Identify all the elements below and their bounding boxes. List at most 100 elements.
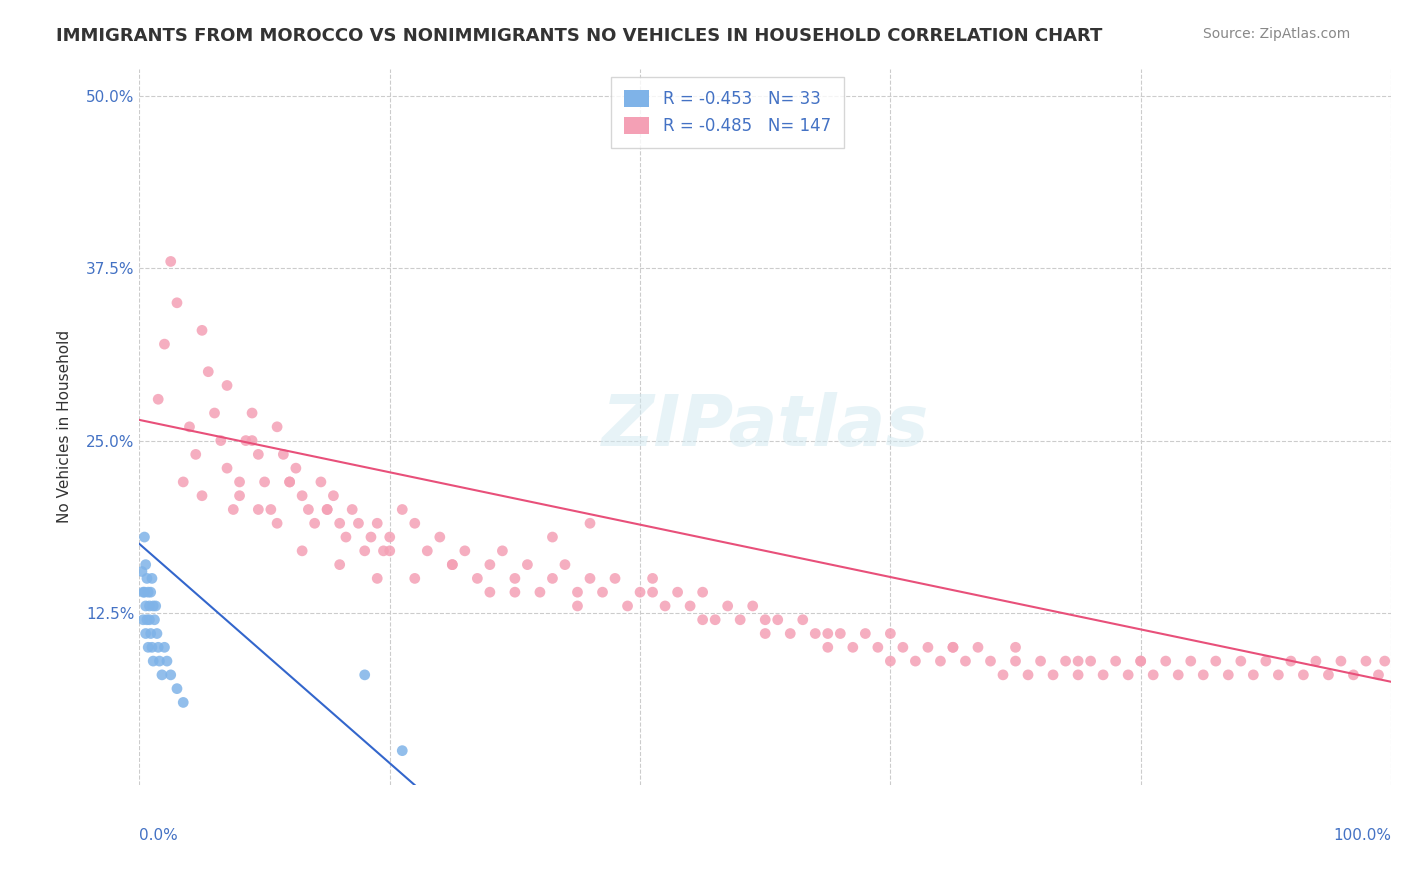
Point (132, 613, 155, 627)
Point (273, 447, 295, 461)
Point (184, 447, 207, 461)
Point (1004, 640, 1026, 655)
Point (491, 544, 513, 558)
Point (416, 544, 439, 558)
Point (567, 585, 589, 599)
Point (1042, 668, 1064, 682)
Point (138, 613, 160, 627)
Point (817, 626, 839, 640)
Point (567, 599, 589, 613)
Point (1167, 668, 1189, 682)
Point (135, 626, 157, 640)
Point (228, 489, 250, 503)
Point (478, 585, 501, 599)
Point (1374, 654, 1396, 668)
Point (554, 558, 576, 572)
Point (391, 502, 413, 516)
Point (329, 558, 352, 572)
Point (717, 599, 740, 613)
Point (138, 599, 160, 613)
Point (1367, 668, 1389, 682)
Point (340, 502, 363, 516)
Point (541, 530, 564, 544)
Point (692, 585, 714, 599)
Point (148, 392, 170, 407)
Point (1142, 668, 1164, 682)
Point (516, 558, 538, 572)
Point (1054, 654, 1077, 668)
Point (454, 544, 477, 558)
Point (136, 585, 159, 599)
Point (378, 530, 401, 544)
Point (347, 516, 370, 531)
Legend: R = -0.453   N= 33, R = -0.485   N= 147: R = -0.453 N= 33, R = -0.485 N= 147 (612, 77, 844, 148)
Point (503, 571, 526, 585)
Point (378, 544, 401, 558)
Point (917, 640, 939, 655)
Point (360, 530, 382, 544)
Point (579, 571, 602, 585)
Point (139, 626, 162, 640)
Point (278, 475, 301, 489)
Point (191, 323, 214, 337)
Point (145, 599, 167, 613)
Point (240, 406, 263, 420)
Point (291, 544, 314, 558)
Point (1230, 654, 1253, 668)
Point (679, 599, 702, 613)
Point (967, 640, 990, 655)
Point (942, 640, 965, 655)
Point (1067, 668, 1090, 682)
Point (628, 585, 651, 599)
Point (641, 571, 664, 585)
Point (616, 599, 638, 613)
Point (235, 434, 257, 448)
Point (150, 668, 173, 682)
Point (316, 502, 339, 516)
Point (641, 585, 664, 599)
Point (830, 626, 852, 640)
Point (979, 654, 1001, 668)
Point (247, 502, 270, 516)
Text: Source: ZipAtlas.com: Source: ZipAtlas.com (1202, 27, 1350, 41)
Point (297, 502, 319, 516)
Point (136, 640, 159, 655)
Point (1017, 668, 1039, 682)
Point (329, 516, 352, 531)
Point (146, 626, 169, 640)
Point (135, 599, 157, 613)
Point (153, 640, 176, 655)
Point (153, 337, 176, 351)
Point (1180, 654, 1202, 668)
Point (291, 489, 314, 503)
Point (429, 530, 451, 544)
Point (1192, 668, 1215, 682)
Point (1355, 654, 1378, 668)
Point (228, 475, 250, 489)
Point (1317, 668, 1340, 682)
Point (879, 654, 901, 668)
Point (204, 406, 226, 420)
Point (929, 654, 952, 668)
Point (741, 599, 763, 613)
Point (197, 365, 219, 379)
Point (135, 558, 157, 572)
Point (891, 640, 914, 655)
Point (792, 613, 814, 627)
Point (309, 475, 332, 489)
Point (503, 585, 526, 599)
Point (804, 626, 827, 640)
Point (1129, 654, 1152, 668)
Point (666, 585, 689, 599)
Point (215, 378, 238, 392)
Point (1129, 654, 1152, 668)
Point (247, 447, 270, 461)
Point (139, 585, 162, 599)
Y-axis label: No Vehicles in Household: No Vehicles in Household (58, 330, 72, 524)
Point (266, 419, 288, 434)
Point (136, 613, 159, 627)
Point (366, 516, 388, 531)
Point (136, 571, 159, 585)
Point (1330, 654, 1353, 668)
Point (842, 640, 865, 655)
